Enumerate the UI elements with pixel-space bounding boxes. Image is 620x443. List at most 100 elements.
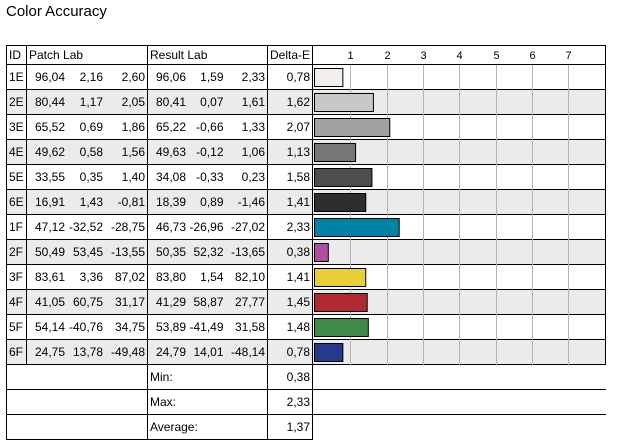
summary-value: 0,38 xyxy=(266,364,314,390)
patch-id: 2E xyxy=(6,89,27,115)
result-lab-b: 1,61 xyxy=(241,95,265,109)
patch-lab-values: 65,52 0,69 1,86 xyxy=(26,114,148,140)
delta-e-value: 2,33 xyxy=(266,214,314,240)
result-lab-values: 65,22 -0,66 1,33 xyxy=(147,114,268,140)
patch-lab-l: 50,49 xyxy=(34,245,65,259)
result-lab-l: 80,41 xyxy=(155,95,186,109)
patch-lab-b: 2,05 xyxy=(121,95,145,109)
result-lab-l: 18,39 xyxy=(155,195,186,209)
patch-lab-values: 16,91 1,43 -0,81 xyxy=(26,189,148,215)
delta-e-value: 1,41 xyxy=(266,264,314,290)
patch-lab-a: 60,75 xyxy=(72,295,103,309)
bar-5E xyxy=(313,167,372,187)
patch-id: 5E xyxy=(6,164,27,190)
patch-lab-b: 31,17 xyxy=(114,295,145,309)
result-lab-l: 53,89 xyxy=(155,320,186,334)
result-lab-values: 46,73 -26,96 -27,02 xyxy=(147,214,268,240)
summary-spacer xyxy=(312,389,606,415)
result-lab-l: 46,73 xyxy=(155,220,186,234)
result-lab-a: 1,59 xyxy=(200,70,224,84)
result-lab-a: 0,07 xyxy=(200,95,224,109)
delta-e-value: 2,07 xyxy=(266,114,314,140)
result-lab-a: -0,66 xyxy=(196,120,224,134)
axis-tick-label: 2 xyxy=(384,50,390,62)
delta-e-value: 1,62 xyxy=(266,89,314,115)
result-lab-b: -27,02 xyxy=(230,220,265,234)
patch-lab-l: 24,75 xyxy=(34,345,65,359)
patch-lab-values: 96,04 2,16 2,60 xyxy=(26,64,148,90)
axis-tick-label: 7 xyxy=(565,50,571,62)
result-lab-values: 34,08 -0,33 0,23 xyxy=(147,164,268,190)
patch-lab-b: -0,81 xyxy=(117,195,145,209)
patch-id: 4F xyxy=(6,289,27,315)
header-patch-lab: Patch Lab xyxy=(26,45,148,65)
patch-lab-b: -49,48 xyxy=(110,345,145,359)
summary-row: Max: 2,33 xyxy=(6,389,606,415)
patch-lab-l: 41,05 xyxy=(34,295,65,309)
patch-id: 6F xyxy=(6,339,27,365)
result-lab-values: 96,06 1,59 2,33 xyxy=(147,64,268,90)
summary-row: Average: 1,37 xyxy=(6,414,606,440)
bar-3F xyxy=(313,267,366,287)
axis-tick-label: 6 xyxy=(529,50,535,62)
bar-6E xyxy=(313,192,366,212)
summary-blank xyxy=(6,364,148,390)
bar-6F xyxy=(313,342,343,362)
result-lab-b: 0,23 xyxy=(241,170,265,184)
result-lab-b: 1,33 xyxy=(241,120,265,134)
result-lab-b: 2,33 xyxy=(241,70,265,84)
patch-lab-l: 49,62 xyxy=(34,145,65,159)
bar-5F xyxy=(313,317,369,337)
patch-lab-a: -40,76 xyxy=(68,320,103,334)
page-title: Color Accuracy xyxy=(6,3,107,20)
patch-lab-l: 33,55 xyxy=(34,170,65,184)
patch-lab-b: 1,40 xyxy=(121,170,145,184)
result-lab-l: 50,35 xyxy=(155,245,186,259)
patch-lab-a: 13,78 xyxy=(72,345,103,359)
patch-lab-a: 1,17 xyxy=(79,95,103,109)
patch-lab-a: 0,35 xyxy=(79,170,103,184)
patch-id: 1F xyxy=(6,214,27,240)
header-result-lab: Result Lab xyxy=(147,45,268,65)
result-lab-b: -48,14 xyxy=(230,345,265,359)
table-row: 6E 16,91 1,43 -0,81 18,39 0,89 -1,46 1,41 xyxy=(6,189,607,215)
result-lab-l: 24,79 xyxy=(155,345,186,359)
result-lab-b: 1,06 xyxy=(241,145,265,159)
result-lab-values: 80,41 0,07 1,61 xyxy=(147,89,268,115)
patch-lab-b: 2,60 xyxy=(121,70,145,84)
result-lab-values: 24,79 14,01 -48,14 xyxy=(147,339,268,365)
summary-spacer xyxy=(312,414,606,440)
result-lab-l: 34,08 xyxy=(155,170,186,184)
result-lab-l: 65,22 xyxy=(155,120,186,134)
delta-e-value: 1,45 xyxy=(266,289,314,315)
summary-spacer xyxy=(312,364,606,390)
patch-lab-a: 2,16 xyxy=(79,70,103,84)
result-lab-b: 27,77 xyxy=(234,295,265,309)
result-lab-b: -1,46 xyxy=(237,195,265,209)
patch-lab-l: 16,91 xyxy=(34,195,65,209)
axis-tick-label: 5 xyxy=(493,50,499,62)
patch-lab-b: -13,55 xyxy=(110,245,145,259)
patch-id: 1E xyxy=(6,64,27,90)
patch-lab-a: 1,43 xyxy=(79,195,103,209)
result-lab-a: 52,32 xyxy=(193,245,224,259)
result-lab-b: -13,65 xyxy=(230,245,265,259)
patch-id: 2F xyxy=(6,239,27,265)
patch-lab-values: 83,61 3,36 87,02 xyxy=(26,264,148,290)
patch-id: 3E xyxy=(6,114,27,140)
patch-lab-a: -32,52 xyxy=(68,220,103,234)
result-lab-values: 83,80 1,54 82,10 xyxy=(147,264,268,290)
delta-e-value: 1,13 xyxy=(266,139,314,165)
axis-tick-label: 4 xyxy=(456,50,462,62)
patch-lab-values: 54,14 -40,76 34,75 xyxy=(26,314,148,340)
summary-label: Max: xyxy=(147,389,268,415)
patch-lab-values: 33,55 0,35 1,40 xyxy=(26,164,148,190)
delta-e-value: 0,38 xyxy=(266,239,314,265)
patch-lab-a: 3,36 xyxy=(79,270,103,284)
bar-2F xyxy=(313,242,329,262)
patch-lab-l: 80,44 xyxy=(34,95,65,109)
patch-lab-a: 0,58 xyxy=(79,145,103,159)
patch-lab-l: 83,61 xyxy=(34,270,65,284)
result-lab-l: 83,80 xyxy=(155,270,186,284)
summary-label: Average: xyxy=(147,414,268,440)
